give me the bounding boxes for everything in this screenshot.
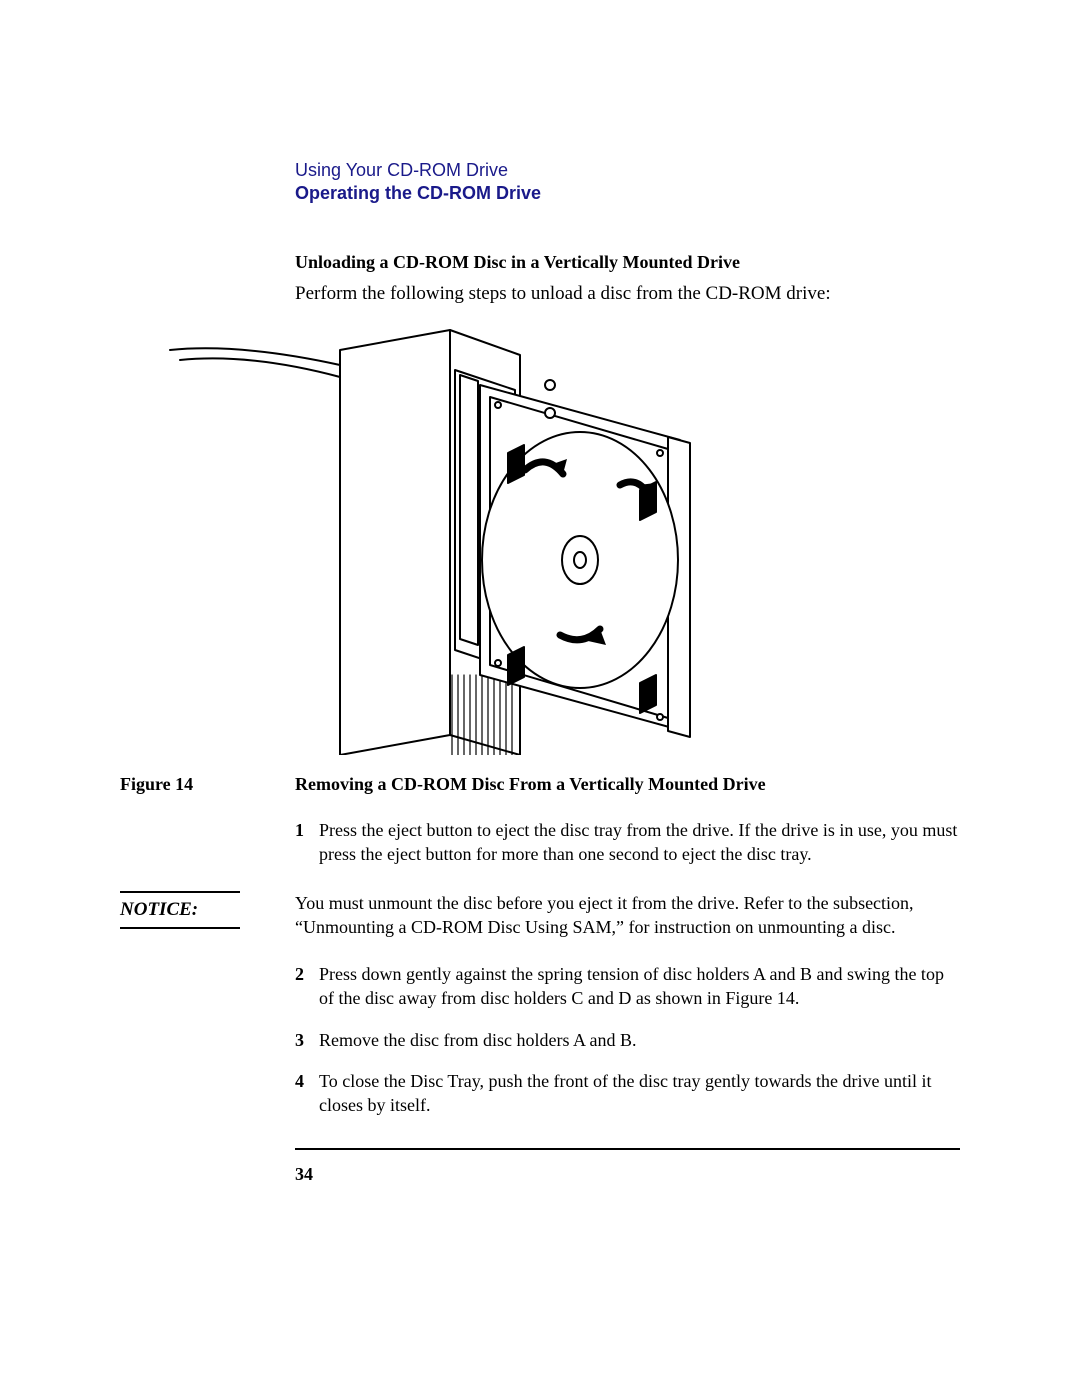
figure-caption-row: Figure 14 Removing a CD-ROM Disc From a … [120, 774, 960, 795]
step-4: 4 To close the Disc Tray, push the front… [295, 1070, 960, 1118]
step-3: 3 Remove the disc from disc holders A an… [295, 1029, 960, 1053]
cdrom-drive-illustration [120, 325, 840, 755]
step-text: Press down gently against the spring ten… [319, 963, 960, 1011]
step-number: 1 [295, 819, 319, 867]
notice-block: NOTICE: You must unmount the disc before… [120, 891, 960, 940]
figure-number: Figure 14 [120, 774, 295, 795]
page-footer: 34 [295, 1148, 960, 1185]
notice-text: You must unmount the disc before you eje… [295, 891, 960, 940]
header-chapter: Using Your CD-ROM Drive [295, 160, 960, 181]
figure-caption: Removing a CD-ROM Disc From a Vertically… [295, 774, 766, 795]
step-2: 2 Press down gently against the spring t… [295, 963, 960, 1011]
step-text: Press the eject button to eject the disc… [319, 819, 960, 867]
notice-label: NOTICE: [120, 899, 198, 920]
steps-after-notice: 2 Press down gently against the spring t… [295, 963, 960, 1118]
manual-page: Using Your CD-ROM Drive Operating the CD… [120, 160, 960, 1185]
step-number: 4 [295, 1070, 319, 1118]
figure-14: Figure 14 Removing a CD-ROM Disc From a … [120, 325, 960, 795]
step-1: 1 Press the eject button to eject the di… [295, 819, 960, 867]
intro-text: Perform the following steps to unload a … [295, 283, 960, 305]
step-number: 2 [295, 963, 319, 1011]
step-number: 3 [295, 1029, 319, 1053]
step-text: To close the Disc Tray, push the front o… [319, 1070, 960, 1118]
notice-label-column: NOTICE: [120, 891, 295, 940]
subheading: Unloading a CD-ROM Disc in a Vertically … [295, 252, 960, 273]
header-section-title: Operating the CD-ROM Drive [295, 183, 960, 204]
step-text: Remove the disc from disc holders A and … [319, 1029, 960, 1053]
page-number: 34 [295, 1164, 313, 1184]
running-header: Using Your CD-ROM Drive Operating the CD… [295, 160, 960, 204]
steps-before-notice: 1 Press the eject button to eject the di… [295, 819, 960, 867]
